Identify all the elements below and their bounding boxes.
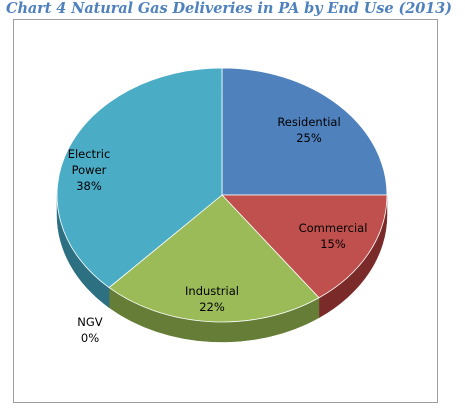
slice-residential [221,67,388,196]
slice-electric-power [56,67,223,289]
slice-industrial [108,194,320,323]
slice-percent-residential: 25% [296,131,322,145]
slice-name-ngv: NGV [77,315,103,329]
chart-title: Chart 4 Natural Gas Deliveries in PA by … [6,0,452,17]
slice-name-electric-power: Power [72,163,107,177]
slice-name-residential: Residential [277,115,340,129]
slice-label-commercial: Commercial 15% [299,221,368,251]
slice-label-ngv: NGV 0% [77,315,103,345]
slice-name-electric-power: Electric [68,147,111,161]
slice-label-industrial: Industrial 22% [185,284,239,314]
slice-commercial [221,194,388,299]
slice-labels: Residential 25% Commercial 15% Industrial 22%… [68,115,368,345]
slice-percent-commercial: 15% [320,237,346,251]
slice-percent-ngv: 0% [81,331,99,345]
slice-label-residential: Residential 25% [277,115,340,145]
slice-percent-electric-power: 38% [76,179,102,193]
pie-slices [56,67,388,323]
slice-name-industrial: Industrial [185,284,239,298]
slice-name-commercial: Commercial [299,221,368,235]
slice-percent-industrial: 22% [199,300,225,314]
slice-label-electric-power: Electric Power 38% [68,147,111,193]
